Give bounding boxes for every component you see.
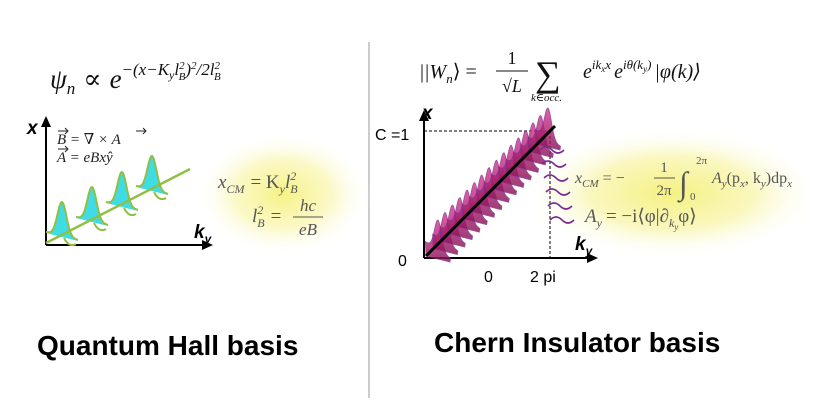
wannier-phases: eikxx eiθ(ky) |φ(k)⟩	[583, 57, 701, 83]
wannier-sum-subscript: k∈occ.	[531, 92, 562, 104]
right-berry-connection: Ay = −i⟨φ|∂kyφ⟩	[583, 206, 697, 232]
right-tick-0: 0	[484, 269, 493, 286]
wannier-frac-den: √L	[502, 76, 522, 96]
right-xcm-frac-num: 1	[660, 160, 668, 176]
qh-center-line	[45, 167, 191, 245]
gauge-curl-equation: B = ∇ × A	[57, 132, 122, 148]
left-lb-equation: l2 B =	[252, 203, 281, 230]
right-tick-2pi: 2 pi	[530, 269, 556, 286]
wannier-sum: ∑	[535, 54, 561, 94]
qh-wavepacket-outline-2	[75, 185, 109, 232]
wavefunction-equation: ψn ∝ e−(x−Kyl2 B)2/2l2 B	[50, 60, 221, 98]
glow-left	[195, 132, 371, 256]
right-panel: ||Wn⟩ = 1 √L ∑ k∈occ. eikxx eiθ(ky) |φ(k)⟩…	[375, 48, 822, 358]
left-axis-x-label: x	[26, 118, 39, 139]
glow-right	[522, 127, 822, 259]
wannier-ket: ||Wn⟩ =	[420, 61, 477, 86]
left-xcm-equation: xCM = Kyl2 B	[217, 169, 298, 196]
chern-number-label: C =1	[375, 127, 409, 144]
qh-wavepacket-outline-1	[45, 200, 79, 247]
right-integral-body: Ay(px, ky)dpx	[711, 170, 792, 190]
right-integral-upper: 2π	[696, 155, 708, 167]
left-lb-numerator: hc	[300, 196, 317, 215]
right-integral-sign: ∫	[677, 165, 690, 203]
gauge-vector-potential: A = eBxŷ	[56, 150, 113, 166]
wannier-ripple-5	[547, 202, 573, 210]
left-panel: ψn ∝ e−(x−Kyl2 B)2/2l2 B x ky B = ∇ × A A = …	[26, 60, 371, 361]
wannier-center-line	[424, 124, 557, 258]
right-xcm-frac-den: 2π	[656, 183, 672, 199]
wannier-frac-num: 1	[508, 48, 517, 68]
wannier-ripple-4	[545, 188, 571, 196]
left-axis-k-label: ky	[194, 222, 213, 246]
left-lb-denominator: eB	[299, 220, 318, 239]
chern-insulator-basis-label: Chern Insulator basis	[434, 327, 720, 358]
wannier-ripple-2	[541, 160, 567, 168]
quantum-hall-basis-label: Quantum Hall basis	[37, 330, 298, 361]
right-axes	[419, 110, 598, 263]
qh-wavepackets	[45, 154, 169, 247]
qh-wavepacket-outline-4	[135, 154, 169, 201]
wannier-ripple-6	[549, 216, 575, 224]
right-origin-label: 0	[398, 253, 407, 270]
right-axis-k-label: ky	[575, 234, 594, 258]
wannier-ripple-3	[543, 174, 569, 182]
qh-wavepacket-outline-3	[105, 170, 139, 217]
wannier-ripple-1	[539, 146, 565, 154]
right-integral-lower: 0	[690, 191, 696, 203]
right-axis-x-label: x	[421, 103, 434, 124]
right-xcm-lhs: xCM = −	[574, 170, 625, 190]
